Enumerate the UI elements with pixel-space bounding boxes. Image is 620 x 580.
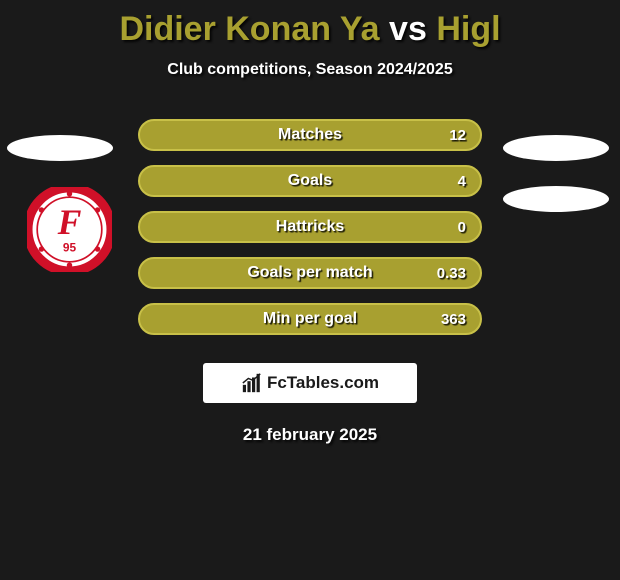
stat-label: Goals per match bbox=[247, 264, 372, 282]
stat-value: 0.33 bbox=[437, 265, 466, 282]
stat-row-mpg: Min per goal 363 bbox=[138, 303, 482, 335]
stat-row-gpm: Goals per match 0.33 bbox=[138, 257, 482, 289]
title-player-a: Didier Konan Ya bbox=[119, 10, 379, 48]
stat-row-hattricks: Hattricks 0 bbox=[138, 211, 482, 243]
decor-ellipse-top-left bbox=[7, 135, 113, 161]
title-vs: vs bbox=[389, 10, 427, 48]
logo-sub: 95 bbox=[63, 241, 77, 255]
stat-value: 0 bbox=[458, 219, 466, 236]
stat-list: Matches 12 Goals 4 Hattricks 0 Goals per… bbox=[138, 119, 482, 335]
page-title: Didier Konan Ya vs Higl bbox=[0, 10, 620, 49]
stat-label: Min per goal bbox=[263, 310, 357, 328]
stat-label: Goals bbox=[288, 172, 332, 190]
brand-text: FcTables.com bbox=[267, 373, 379, 393]
brand-panel[interactable]: FcTables.com bbox=[203, 363, 417, 403]
fortuna-dusseldorf-logo: F 95 bbox=[27, 187, 112, 272]
stat-label: Hattricks bbox=[276, 218, 344, 236]
decor-ellipse-top-right bbox=[503, 135, 609, 161]
title-player-b: Higl bbox=[436, 10, 500, 48]
decor-ellipse-mid-right bbox=[503, 186, 609, 212]
date-line: 21 february 2025 bbox=[0, 425, 620, 445]
stat-value: 12 bbox=[449, 127, 466, 144]
club-logo-wrap: F 95 bbox=[27, 187, 112, 272]
stat-row-matches: Matches 12 bbox=[138, 119, 482, 151]
subtitle: Club competitions, Season 2024/2025 bbox=[0, 61, 620, 79]
stat-value: 363 bbox=[441, 311, 466, 328]
logo-letter: F bbox=[57, 202, 82, 242]
chart-icon bbox=[241, 372, 263, 394]
stat-row-goals: Goals 4 bbox=[138, 165, 482, 197]
stat-value: 4 bbox=[458, 173, 466, 190]
stat-label: Matches bbox=[278, 126, 342, 144]
